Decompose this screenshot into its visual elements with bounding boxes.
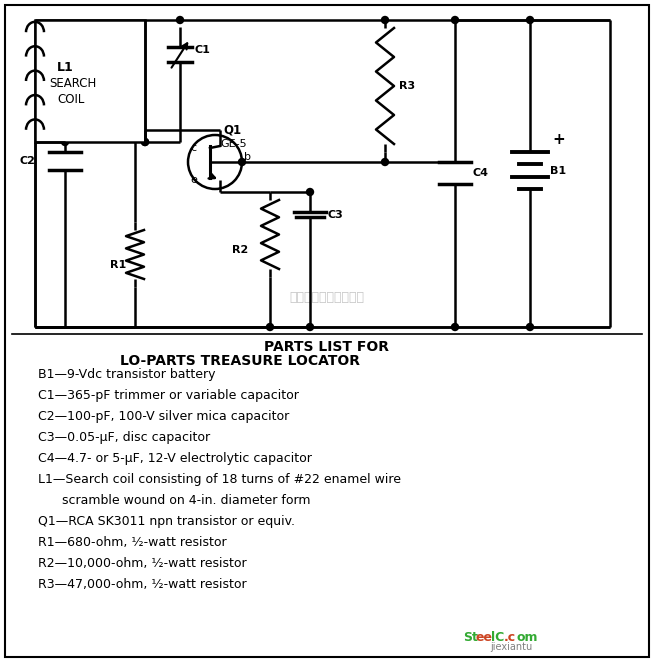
Circle shape: [381, 158, 388, 166]
Text: C2: C2: [19, 156, 35, 166]
Text: c: c: [190, 143, 196, 153]
Text: C4: C4: [473, 168, 489, 178]
Text: B1—9-Vdc transistor battery: B1—9-Vdc transistor battery: [38, 368, 216, 381]
Text: PARTS LIST FOR: PARTS LIST FOR: [264, 340, 390, 354]
Circle shape: [141, 138, 148, 146]
Text: Q1: Q1: [223, 124, 241, 136]
Bar: [35, 20, 145, 142]
Text: jiexiantu: jiexiantu: [490, 642, 532, 652]
Text: C1—365-pF trimmer or variable capacitor: C1—365-pF trimmer or variable capacitor: [38, 389, 299, 402]
Circle shape: [141, 138, 148, 146]
Text: R3—47,000-ohm, ½-watt resistor: R3—47,000-ohm, ½-watt resistor: [38, 578, 247, 591]
Text: om: om: [517, 631, 538, 644]
Text: R2—10,000-ohm, ½-watt resistor: R2—10,000-ohm, ½-watt resistor: [38, 557, 247, 570]
Text: b: b: [244, 152, 251, 162]
Text: C3—0.05-μF, disc capacitor: C3—0.05-μF, disc capacitor: [38, 431, 210, 444]
Text: L1—Search coil consisting of 18 turns of #22 enamel wire: L1—Search coil consisting of 18 turns of…: [38, 473, 401, 486]
Circle shape: [526, 324, 534, 330]
Text: lC: lC: [491, 631, 504, 644]
Text: C4—4.7- or 5-μF, 12-V electrolytic capacitor: C4—4.7- or 5-μF, 12-V electrolytic capac…: [38, 452, 312, 465]
Text: e: e: [190, 175, 197, 185]
Text: C3: C3: [328, 209, 344, 220]
Circle shape: [381, 17, 388, 23]
Text: ee: ee: [476, 631, 493, 644]
Circle shape: [239, 158, 245, 166]
Text: SEARCH: SEARCH: [49, 77, 96, 89]
Text: R2: R2: [232, 244, 248, 254]
Circle shape: [451, 324, 458, 330]
Circle shape: [61, 138, 69, 146]
Text: C1: C1: [194, 44, 210, 54]
Circle shape: [266, 324, 273, 330]
Text: COIL: COIL: [57, 93, 84, 105]
Circle shape: [451, 17, 458, 23]
Text: .c: .c: [504, 631, 516, 644]
Text: 杭州测累科技有限公司: 杭州测累科技有限公司: [290, 291, 364, 303]
Text: LO-PARTS TREASURE LOCATOR: LO-PARTS TREASURE LOCATOR: [120, 354, 360, 368]
Text: St: St: [463, 631, 478, 644]
Text: R1: R1: [110, 260, 126, 269]
Text: B1: B1: [550, 166, 566, 175]
Circle shape: [177, 17, 184, 23]
Circle shape: [307, 189, 313, 195]
Text: scramble wound on 4-in. diameter form: scramble wound on 4-in. diameter form: [38, 494, 311, 507]
Text: GE-5: GE-5: [220, 139, 247, 149]
Circle shape: [526, 17, 534, 23]
Circle shape: [307, 324, 313, 330]
Text: R3: R3: [399, 81, 415, 91]
Text: L1: L1: [57, 60, 74, 73]
Text: R1—680-ohm, ½-watt resistor: R1—680-ohm, ½-watt resistor: [38, 536, 227, 549]
Text: Q1—RCA SK3011 npn transistor or equiv.: Q1—RCA SK3011 npn transistor or equiv.: [38, 515, 295, 528]
Text: C2—100-pF, 100-V silver mica capacitor: C2—100-pF, 100-V silver mica capacitor: [38, 410, 289, 423]
Text: +: +: [552, 132, 565, 147]
